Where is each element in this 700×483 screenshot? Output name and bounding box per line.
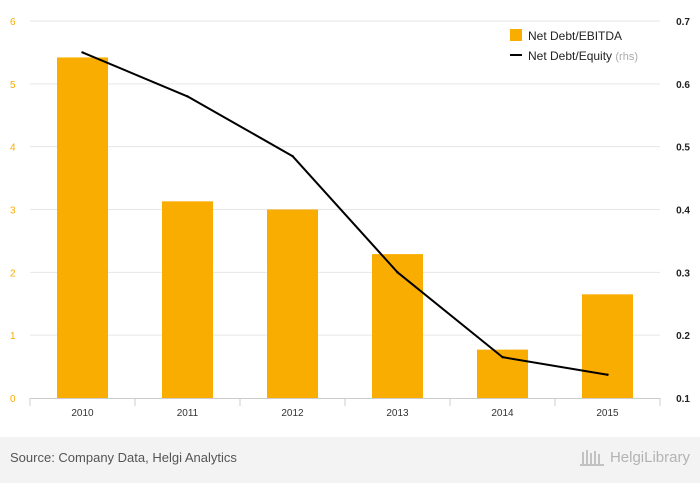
- y-right-tick-label: 0.6: [676, 80, 690, 91]
- footer: Source: Company Data, Helgi Analytics He…: [0, 437, 700, 483]
- y-right-tick-label: 0.3: [676, 268, 690, 279]
- library-logo-icon: [579, 450, 604, 466]
- bar-series: [57, 57, 633, 399]
- y-right-tick-label: 0.5: [676, 143, 690, 154]
- line-point: [396, 271, 399, 274]
- x-tick-label: 2015: [596, 408, 619, 419]
- line-point: [81, 51, 84, 54]
- y-left-tick-label: 1: [10, 331, 16, 342]
- brand: HelgiLibrary: [579, 448, 690, 466]
- y-right-tick-label: 0.7: [676, 17, 690, 28]
- y-left-tick-label: 4: [10, 143, 16, 154]
- x-tick-label: 2011: [177, 408, 199, 419]
- legend-swatch-bar: [510, 29, 522, 41]
- legend-rhs-note: (rhs): [615, 51, 638, 63]
- legend-series-name: Net Debt/Equity: [528, 49, 615, 63]
- line-point: [291, 154, 294, 158]
- line-series: [81, 51, 609, 376]
- x-tick-label: 2014: [491, 408, 514, 419]
- bar: [372, 254, 423, 398]
- source-note: Source: Company Data, Helgi Analytics: [10, 450, 237, 465]
- y-right-tick-label: 0.1: [676, 394, 690, 405]
- bar: [162, 201, 213, 398]
- gridlines: [30, 20, 660, 336]
- legend: Net Debt/EBITDA Net Debt/Equity (rhs): [510, 29, 638, 63]
- brand-name: HelgiLibrary: [609, 448, 690, 466]
- x-tick-label: 2013: [386, 408, 409, 419]
- line-path: [82, 51, 608, 376]
- axes: 0 1 2 3 4 5 6 0.1 0.2 0.3 0.4 0.5 0.6 0.7 2010 2011 2012…: [10, 17, 690, 419]
- y-left-tick-label: 5: [10, 80, 16, 91]
- y-right-tick-label: 0.4: [676, 206, 690, 217]
- bar: [267, 209, 318, 398]
- legend-label-net-debt-ebitda: Net Debt/EBITDA: [528, 29, 622, 43]
- line-point: [186, 95, 189, 98]
- y-left-tick-label: 6: [10, 17, 16, 28]
- legend-label-net-debt-equity: Net Debt/Equity (rhs): [528, 49, 638, 63]
- bar: [57, 57, 108, 399]
- x-tick-label: 2010: [71, 408, 94, 419]
- bar: [582, 294, 633, 398]
- y-left-tick-label: 0: [10, 394, 16, 405]
- y-right-tick-label: 0.2: [676, 331, 690, 342]
- chart: 0 1 2 3 4 5 6 0.1 0.2 0.3 0.4 0.5 0.6 0.7 2010 2011 2012…: [10, 17, 690, 419]
- x-tick-label: 2012: [281, 408, 304, 419]
- line-point: [501, 355, 504, 359]
- line-point: [606, 373, 609, 376]
- y-left-tick-label: 3: [10, 206, 16, 217]
- y-left-tick-label: 2: [10, 268, 16, 279]
